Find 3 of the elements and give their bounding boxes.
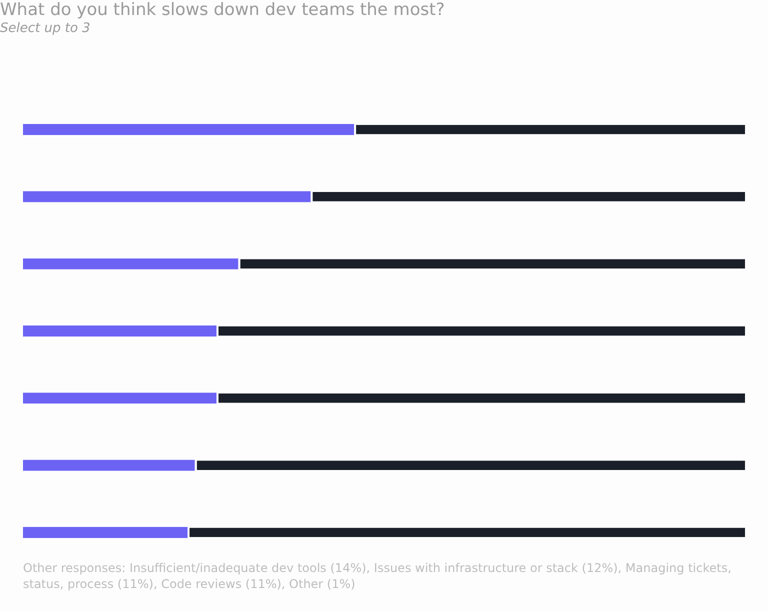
annotation: Other responses: Insufficient/inadequate dev tools (14%), Issues with infrastructure or stack (12%), Managing tickets, status, process (11%), Code reviews (11%), Other (1%) xyxy=(23,560,732,592)
chart-title: What do you think slows down dev teams the most? xyxy=(0,0,445,20)
chart-subtitle: Select up to 3 xyxy=(0,21,90,36)
